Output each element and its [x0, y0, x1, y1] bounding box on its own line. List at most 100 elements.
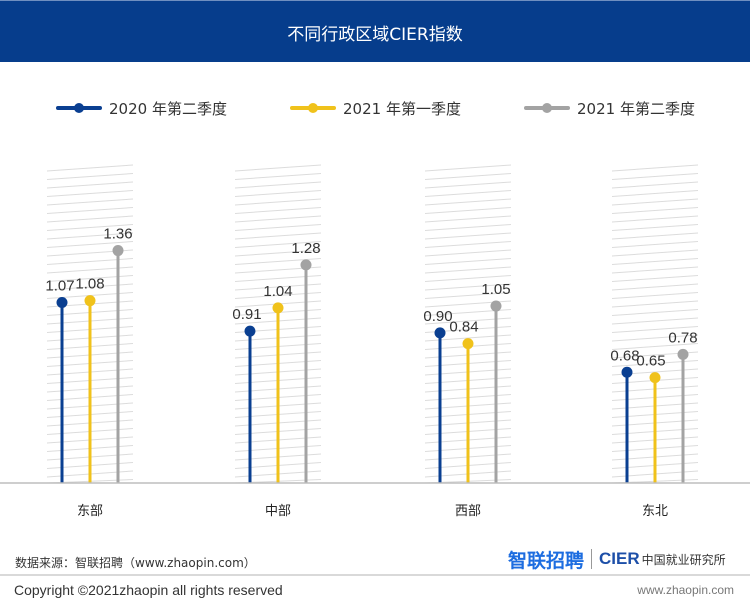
value-label: 0.65 — [636, 353, 665, 370]
data-point — [272, 302, 284, 314]
hatch-line — [611, 343, 699, 350]
category-label: 东部 — [77, 504, 103, 519]
value-label: 1.08 — [75, 276, 104, 293]
hatch-line — [611, 232, 699, 240]
legend-marker-icon — [56, 96, 102, 120]
data-point — [112, 245, 124, 257]
value-label: 0.78 — [668, 329, 697, 346]
category-label: 中部 — [265, 504, 291, 519]
legend-label: 2021 年第二季度 — [577, 99, 695, 118]
data-point — [621, 366, 633, 378]
hatch-line — [611, 164, 699, 172]
data-source: 数据来源：智联招聘（www.zhaopin.com） — [15, 556, 256, 570]
hatch-line — [424, 190, 512, 197]
hatch-line — [234, 224, 322, 231]
footer-divider — [0, 574, 750, 576]
legend-item-2021q2: 2021 年第二季度 — [524, 96, 695, 120]
legend-item-2020q2: 2020 年第二季度 — [56, 96, 227, 120]
category-label: 西部 — [455, 504, 481, 519]
hatch-line — [234, 181, 322, 189]
hatch-line — [46, 258, 134, 265]
hatch-line — [611, 181, 699, 189]
hatch-line — [234, 249, 322, 257]
hatch-line — [424, 164, 512, 172]
hatch-line — [424, 173, 512, 180]
hatch-line — [611, 266, 699, 274]
data-point — [300, 259, 312, 271]
value-label: 0.90 — [423, 308, 452, 325]
value-label: 0.91 — [232, 306, 261, 323]
hatch-line — [611, 326, 699, 333]
hatch-line — [46, 241, 134, 248]
legend-label: 2020 年第二季度 — [109, 99, 227, 118]
hatch-line — [611, 300, 699, 308]
hatch-line — [611, 224, 699, 231]
hatch-line — [424, 266, 512, 274]
hatch-line — [234, 198, 322, 206]
hatch-line — [611, 215, 699, 223]
legend-marker-icon — [290, 96, 336, 120]
cier-logo-text: 中国就业研究所 — [641, 552, 726, 567]
hatch-line — [424, 249, 512, 257]
hatch-line — [424, 224, 512, 231]
hatch-line — [611, 317, 699, 325]
logos: 智联招聘 CIER 中国就业研究所 — [508, 547, 726, 572]
data-point — [677, 348, 689, 360]
hatch-line — [234, 241, 322, 248]
value-label: 1.04 — [263, 283, 292, 300]
copyright: Copyright ©2021zhaopin all rights reserv… — [14, 582, 283, 598]
hatch-line — [611, 292, 699, 299]
hatch-line — [46, 173, 134, 180]
hatch-line — [424, 232, 512, 240]
legend: 2020 年第二季度 2021 年第一季度 2021 年第二季度 — [0, 96, 750, 120]
chart-title: 不同行政区域CIER指数 — [287, 25, 463, 45]
value-label: 1.07 — [45, 277, 74, 294]
hatch-line — [611, 283, 699, 291]
legend-label: 2021 年第一季度 — [343, 99, 461, 118]
hatch-line — [46, 224, 134, 231]
hatch-line — [234, 275, 322, 282]
hatch-line — [46, 215, 134, 223]
hatch-line — [234, 207, 322, 214]
hatch-line — [46, 190, 134, 197]
data-point — [434, 327, 446, 339]
hatch-line — [424, 207, 512, 214]
hatch-line — [424, 292, 512, 299]
value-label: 1.28 — [291, 240, 320, 257]
data-point — [490, 300, 502, 312]
data-point — [649, 372, 661, 384]
logo-divider — [591, 549, 593, 569]
zhaopin-logo: 智联招聘 — [508, 549, 585, 572]
hatch-line — [611, 190, 699, 197]
data-point — [462, 338, 474, 350]
hatch-line — [424, 198, 512, 206]
hatch-line — [611, 258, 699, 265]
footer-url: www.zhaopin.com — [637, 583, 734, 597]
hatch-line — [611, 241, 699, 248]
hatch-line — [424, 258, 512, 265]
hatch-line — [611, 309, 699, 316]
value-label: 1.05 — [481, 281, 510, 298]
hatch-line — [424, 283, 512, 291]
hatch-line — [234, 190, 322, 197]
hatch-line — [611, 334, 699, 342]
hatch-line — [424, 215, 512, 223]
hatch-line — [46, 232, 134, 240]
hatch-line — [611, 173, 699, 180]
hatch-line — [234, 173, 322, 180]
legend-marker-icon — [524, 96, 570, 120]
hatch-line — [424, 181, 512, 189]
hatch-line — [611, 198, 699, 206]
hatch-line — [234, 215, 322, 223]
hatch-line — [611, 249, 699, 257]
data-point — [56, 296, 68, 308]
cier-logo: CIER — [599, 549, 640, 568]
hatch-line — [234, 232, 322, 240]
legend-item-2021q1: 2021 年第一季度 — [290, 96, 461, 120]
value-label: 0.68 — [610, 347, 639, 364]
hatch-line — [46, 207, 134, 214]
lollipop-chart: 1.07 1.08 1.36 东部 0.911.04 1.28 中部 0.900.84 1.05… — [0, 164, 750, 519]
chart-header: 不同行政区域CIER指数 — [0, 0, 750, 62]
hatch-line — [611, 275, 699, 282]
data-point — [244, 325, 256, 337]
